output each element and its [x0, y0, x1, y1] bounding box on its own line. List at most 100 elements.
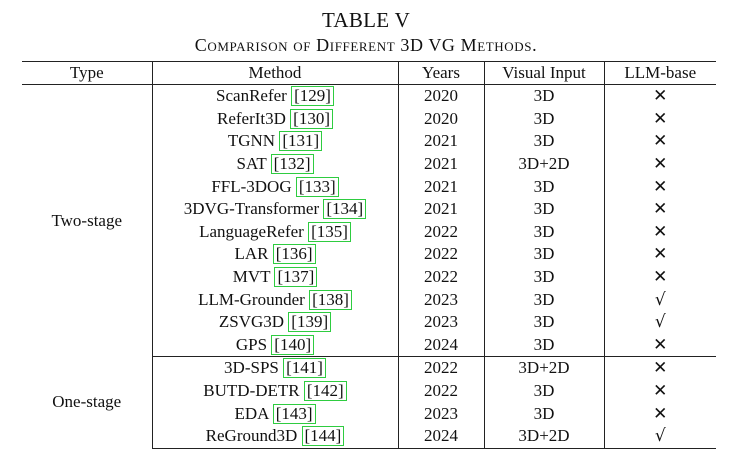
visual-input-cell: 3D — [484, 310, 605, 334]
visual-input-cell: 3D — [484, 243, 605, 266]
method-name: ReferIt3D — [217, 108, 286, 128]
visual-input-cell: 3D — [484, 333, 605, 358]
method-name: BUTD-DETR — [203, 381, 300, 401]
cross-icon: ✕ — [653, 381, 668, 402]
visual-input-cell: 3D — [484, 175, 605, 198]
method-name: LanguageRefer — [199, 221, 304, 241]
header-row: Type Method Years Visual Input LLM-base — [22, 61, 716, 85]
visual-input-cell: 3D — [484, 379, 605, 403]
year-cell: 2021 — [398, 175, 485, 198]
method-cell: SAT [132] — [152, 152, 399, 176]
citation-link[interactable]: [137] — [274, 267, 318, 288]
cross-icon: ✕ — [653, 108, 668, 129]
method-name: FFL-3DOG — [211, 176, 292, 196]
table-row: FFL-3DOG [133] 2021 3D ✕ — [22, 175, 716, 198]
citation-link[interactable]: [132] — [270, 154, 314, 175]
method-cell: LAR [136] — [152, 243, 399, 266]
year-cell: 2022 — [398, 265, 485, 289]
citation-link[interactable]: [136] — [272, 244, 316, 265]
cross-icon: ✕ — [653, 86, 668, 107]
type-cell: One-stage — [22, 356, 153, 448]
method-cell: GPS [140] — [152, 333, 399, 358]
method-cell: ScanRefer [129] — [152, 84, 399, 108]
check-icon: √ — [654, 312, 666, 333]
table-row: LanguageRefer [135] 2022 3D ✕ — [22, 220, 716, 244]
year-cell: 2020 — [398, 84, 485, 108]
citation-link[interactable]: [144] — [301, 426, 345, 447]
method-name: SAT — [236, 154, 267, 174]
method-name: ZSVG3D — [218, 312, 285, 332]
method-name: EDA — [234, 403, 269, 423]
table-row: ZSVG3D [139] 2023 3D √ — [22, 310, 716, 334]
method-cell: 3D-SPS [141] — [152, 356, 399, 380]
cross-icon: ✕ — [653, 267, 668, 288]
citation-link[interactable]: [138] — [309, 289, 352, 310]
citation-link[interactable]: [139] — [288, 312, 332, 333]
table-row: TGNN [131] 2021 3D ✕ — [22, 130, 716, 153]
cross-icon: ✕ — [653, 358, 668, 379]
citation-link[interactable]: [142] — [303, 381, 347, 402]
year-cell: 2023 — [398, 288, 485, 311]
year-cell: 2023 — [398, 402, 485, 425]
visual-input-cell: 3D — [484, 288, 605, 311]
method-name: ScanRefer — [216, 86, 287, 106]
cross-icon: ✕ — [653, 154, 668, 175]
year-cell: 2021 — [398, 152, 485, 176]
citation-link[interactable]: [141] — [283, 358, 326, 379]
method-name: LAR — [234, 244, 269, 264]
visual-input-cell: 3D — [484, 220, 605, 244]
citation-link[interactable]: [133] — [295, 176, 339, 197]
citation-link[interactable]: [131] — [279, 131, 323, 152]
cross-icon: ✕ — [604, 333, 716, 358]
cross-icon: ✕ — [653, 131, 668, 152]
table-row: EDA [143] 2023 3D ✕ — [22, 402, 716, 425]
citation-link[interactable]: [140] — [271, 334, 315, 355]
header-visual-input: Visual Input — [484, 61, 605, 85]
method-name: ReGround3D — [205, 426, 298, 446]
method-name: LLM-Grounder — [198, 289, 305, 309]
year-cell: 2021 — [398, 130, 485, 153]
table-row: LAR [136] 2022 3D ✕ — [22, 243, 716, 266]
method-cell: ReGround3D [144] — [152, 424, 399, 449]
cross-icon: ✕ — [653, 199, 668, 220]
visual-input-cell: 3D — [484, 402, 605, 425]
method-name: 3D-SPS — [224, 358, 279, 378]
visual-input-cell: 3D+2D — [484, 152, 605, 176]
method-cell: LanguageRefer [135] — [152, 220, 399, 244]
visual-input-cell: 3D+2D — [484, 424, 605, 449]
cross-icon: ✕ — [653, 403, 668, 424]
method-cell: ZSVG3D [139] — [152, 310, 399, 334]
comparison-table: Type Method Years Visual Input LLM-base … — [22, 61, 716, 449]
method-name: TGNN — [227, 131, 276, 151]
table-row: MVT [137] 2022 3D ✕ — [22, 265, 716, 289]
table-row: LLM-Grounder [138] 2023 3D √ — [22, 288, 716, 311]
table-row: ReGround3D [144] 2024 3D+2D √ — [22, 424, 716, 449]
method-cell: LLM-Grounder [138] — [152, 288, 399, 311]
method-cell: FFL-3DOG [133] — [152, 175, 399, 198]
table-row: GPS [140] 2024 3D ✕ — [22, 333, 716, 358]
citation-link[interactable]: [129] — [291, 86, 334, 107]
visual-input-cell: 3D — [484, 265, 605, 289]
method-name: MVT — [232, 267, 271, 287]
year-cell: 2024 — [398, 424, 485, 449]
year-cell: 2021 — [398, 197, 485, 221]
check-icon: √ — [654, 289, 666, 310]
method-cell: MVT [137] — [152, 265, 399, 289]
citation-link[interactable]: [135] — [308, 221, 351, 242]
year-cell: 2022 — [398, 356, 485, 380]
type-cell: Two-stage — [22, 84, 153, 357]
header-type: Type — [22, 61, 153, 85]
table-row: BUTD-DETR [142] 2022 3D ✕ — [22, 379, 716, 403]
method-cell: TGNN [131] — [152, 130, 399, 153]
citation-link[interactable]: [130] — [290, 108, 333, 129]
table-row: One-stage 3D-SPS [141] 2022 3D+2D ✕ — [22, 356, 716, 448]
table-row: ReferIt3D [130] 2020 3D ✕ — [22, 107, 716, 131]
citation-link[interactable]: [143] — [272, 403, 316, 424]
method-cell: BUTD-DETR [142] — [152, 379, 399, 403]
year-cell: 2022 — [398, 220, 485, 244]
method-cell: EDA [143] — [152, 402, 399, 425]
table-title: Comparison of Different 3D VG Methods. — [194, 35, 538, 55]
visual-input-cell: 3D — [484, 197, 605, 221]
method-cell: 3DVG-Transformer [134] — [152, 197, 399, 221]
citation-link[interactable]: [134] — [323, 199, 367, 220]
